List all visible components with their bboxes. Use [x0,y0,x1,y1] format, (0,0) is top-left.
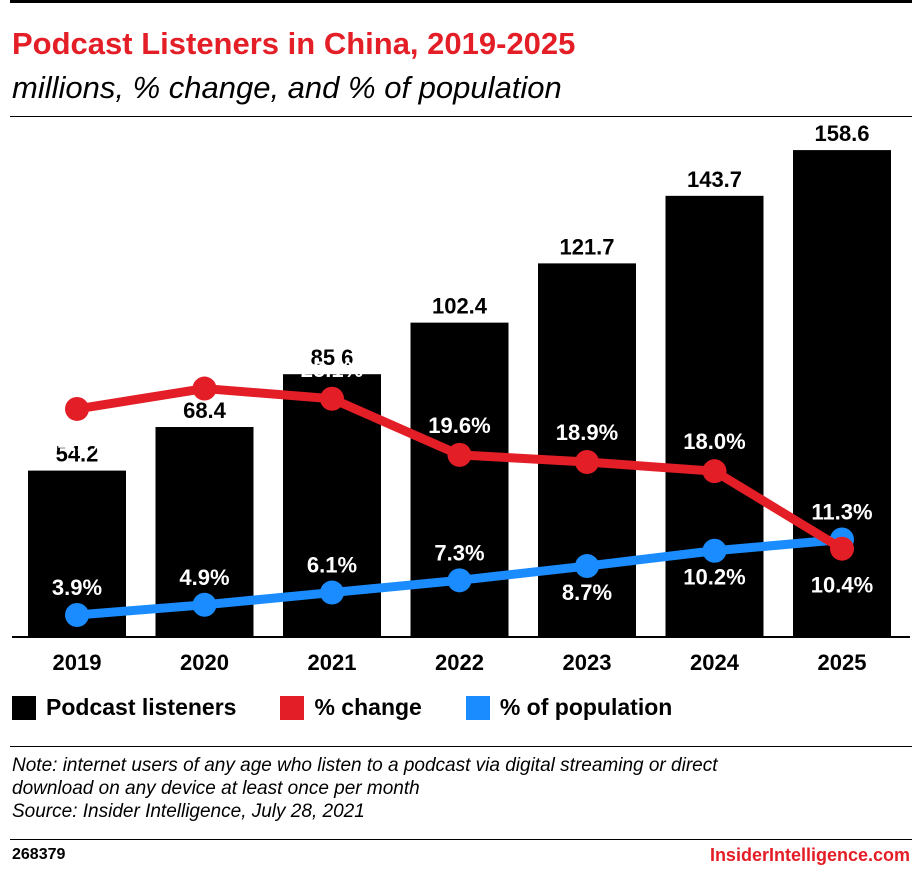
header-rule [10,116,912,117]
population-point-2023 [575,554,599,579]
legend-item-percent-change: % change [280,694,422,721]
notes: Note: internet users of any age who list… [12,754,902,823]
chart-title: Podcast Listeners in China, 2019-2025 [12,26,576,61]
x-tick-label-2022: 2022 [435,650,484,675]
legend: Podcast listeners % change % of populati… [12,694,716,721]
legend-swatch-percent-of-population [465,695,490,720]
top-rule [10,0,912,3]
change-label-2025: 10.4% [811,573,873,598]
population-point-2024 [702,538,727,563]
change-point-2025 [830,536,854,561]
x-tick-label-2024: 2024 [690,650,740,675]
x-tick-label-2019: 2019 [53,650,102,675]
population-point-2021 [320,580,344,605]
bar-value-label-2025: 158.6 [814,121,869,146]
change-label-2019: 24.1% [46,431,108,456]
footer-rule [10,839,912,840]
population-label-2022: 7.3% [434,540,484,565]
population-label-2025: 11.3% [811,500,872,525]
change-point-2020 [192,376,217,401]
x-tick-label-2021: 2021 [308,650,357,675]
note-line-1: Note: internet users of any age who list… [12,755,718,776]
change-point-2021 [320,386,344,411]
population-label-2024: 10.2% [683,565,745,590]
chart-area: 54.2 68.4 85.6 102.4 121.7 143.7 158.6 2019 2020… [12,121,910,675]
x-tick-label-2025: 2025 [818,650,867,675]
legend-swatch-percent-change [280,695,305,720]
bar-2024 [665,195,764,637]
change-point-2022 [447,442,472,467]
legend-item-percent-of-population: % of population [465,694,673,721]
change-label-2022: 19.6% [428,413,490,438]
population-label-2019: 3.9% [52,575,102,600]
legend-item-podcast-listeners: Podcast listeners [12,694,236,721]
source-line: Source: Insider Intelligence, July 28, 2… [12,801,365,822]
bar-value-label-2023: 121.7 [559,234,614,259]
brand-link[interactable]: InsiderIntelligence.com [709,845,910,865]
bar-2025 [793,150,891,637]
population-label-2021: 6.1% [307,553,357,578]
legend-label-podcast-listeners: Podcast listeners [46,694,237,720]
legend-swatch-podcast-listeners [12,695,36,720]
note-line-2: download on any device at least once per… [12,778,420,799]
population-point-2020 [192,592,217,617]
change-label-2024: 18.0% [683,429,745,454]
population-label-2023: 8.7% [562,580,612,605]
legend-label-percent-change: % change [314,694,422,720]
chart-subtitle: millions, % change, and % of population [12,70,562,105]
x-tick-label-2023: 2023 [563,650,612,675]
note-rule [10,746,912,747]
change-point-2019 [65,396,89,421]
bar-value-label-2021: 85.6 [311,345,354,370]
change-label-2021: 25.1% [301,357,363,382]
x-tick-label-2020: 2020 [180,650,229,675]
change-point-2024 [702,459,727,484]
bar-value-label-2020: 68.4 [183,398,227,423]
legend-label-percent-of-population: % of population [499,694,673,720]
change-label-2023: 18.9% [556,420,618,445]
bar-value-label-2022: 102.4 [432,294,488,319]
change-point-2023 [575,450,599,474]
population-label-2020: 4.9% [179,565,229,590]
change-label-2020: 26.1% [173,347,235,372]
chart-id: 268379 [12,846,66,863]
population-point-2022 [447,568,472,593]
bar-value-label-2024: 143.7 [687,167,742,192]
population-point-2019 [65,603,89,627]
bar-value-label-2019: 54.2 [56,442,99,467]
